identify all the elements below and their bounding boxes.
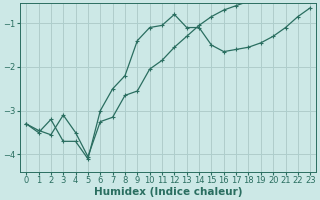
X-axis label: Humidex (Indice chaleur): Humidex (Indice chaleur) bbox=[94, 187, 243, 197]
